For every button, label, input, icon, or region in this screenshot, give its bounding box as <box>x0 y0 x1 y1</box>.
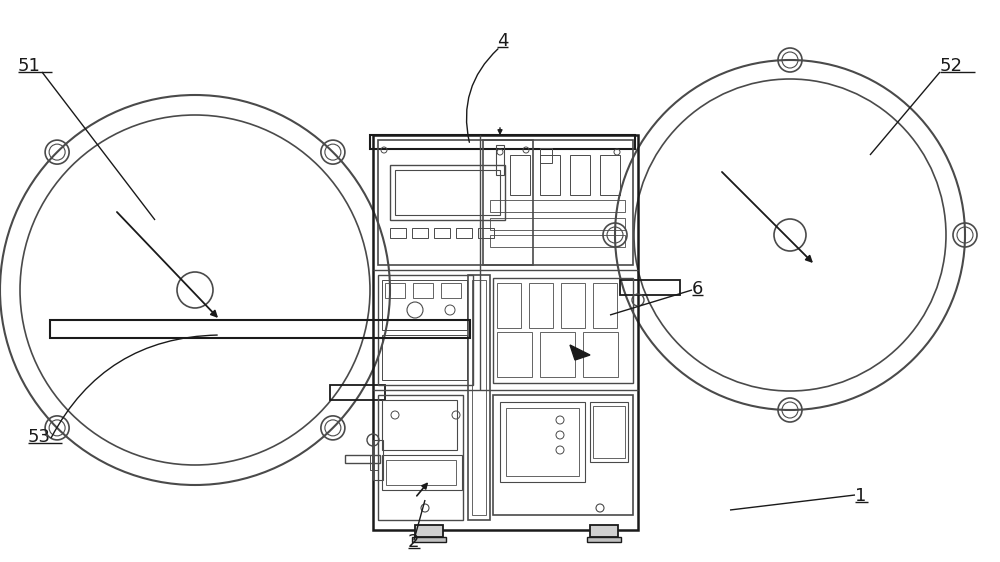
Bar <box>490 235 625 247</box>
Bar <box>385 283 405 298</box>
Bar <box>378 395 463 520</box>
Text: 4: 4 <box>497 32 509 50</box>
Bar <box>478 228 494 238</box>
Bar <box>570 155 590 195</box>
Bar <box>497 283 521 328</box>
Bar <box>500 402 585 482</box>
Bar <box>529 283 553 328</box>
Bar <box>413 283 433 298</box>
Bar <box>434 228 450 238</box>
Bar <box>493 395 633 515</box>
Bar <box>441 283 461 298</box>
Bar <box>330 385 385 400</box>
Bar <box>483 140 633 265</box>
Text: 51: 51 <box>18 57 41 75</box>
Bar <box>390 165 505 220</box>
Bar <box>587 537 621 542</box>
Bar <box>540 148 552 163</box>
Text: 53: 53 <box>28 428 51 446</box>
Bar <box>600 155 620 195</box>
Bar <box>593 406 625 458</box>
Bar <box>490 200 625 212</box>
Bar <box>496 145 504 175</box>
Text: 2: 2 <box>408 533 420 551</box>
Bar <box>386 460 456 485</box>
Bar <box>378 140 533 265</box>
Bar <box>370 455 378 470</box>
Text: 6: 6 <box>692 280 703 298</box>
Bar <box>468 275 490 520</box>
Bar <box>370 135 635 149</box>
Bar <box>378 275 473 385</box>
Polygon shape <box>570 345 590 360</box>
Bar <box>510 155 530 195</box>
Bar <box>50 320 470 338</box>
Bar <box>540 155 560 195</box>
Bar <box>506 408 579 476</box>
Bar <box>472 280 486 515</box>
Bar <box>382 455 462 490</box>
Bar <box>456 228 472 238</box>
Bar <box>540 332 575 377</box>
Bar <box>395 170 500 215</box>
Bar <box>590 525 618 537</box>
Bar <box>412 228 428 238</box>
Bar <box>590 402 628 462</box>
Bar <box>620 280 680 295</box>
Bar <box>561 283 585 328</box>
Bar <box>390 228 406 238</box>
Bar <box>493 278 633 383</box>
Bar <box>490 218 625 230</box>
Bar <box>593 283 617 328</box>
Bar <box>497 332 532 377</box>
Text: 1: 1 <box>855 487 866 505</box>
Bar <box>583 332 618 377</box>
Bar <box>373 135 638 530</box>
Bar <box>382 335 467 380</box>
Bar <box>415 525 443 537</box>
Bar <box>382 400 457 450</box>
Bar <box>412 537 446 542</box>
Bar <box>345 455 380 463</box>
Bar <box>382 280 467 330</box>
Text: 52: 52 <box>940 57 963 75</box>
Bar <box>373 440 383 480</box>
